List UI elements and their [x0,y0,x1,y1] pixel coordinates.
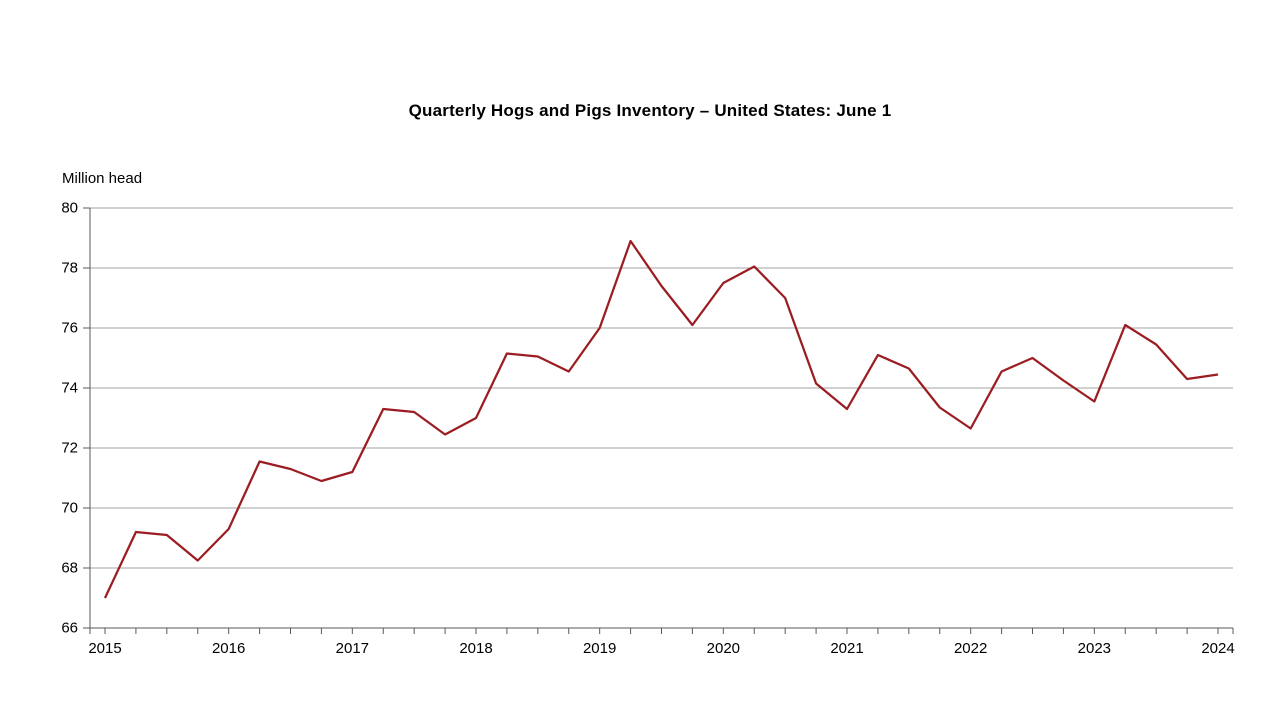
y-tick-label: 66 [61,620,78,637]
y-tick-label: 70 [61,500,78,517]
y-axis-unit-label: Million head [62,170,143,187]
x-tick-label: 2019 [583,640,616,657]
y-tick-label: 78 [61,260,78,277]
x-tick-label: 2020 [707,640,740,657]
x-tick-label: 2017 [336,640,369,657]
y-tick-label: 76 [61,320,78,337]
x-tick-label: 2021 [830,640,863,657]
inventory-line [103,239,1219,599]
y-tick-label: 80 [61,200,78,217]
x-tick-label: 2022 [954,640,987,657]
x-tick-label: 2024 [1201,640,1234,657]
y-tick-label: 74 [61,380,78,397]
y-tick-label: 72 [61,440,78,457]
x-tick-label: 2016 [212,640,245,657]
y-tick-label: 68 [61,560,78,577]
chart-title: Quarterly Hogs and Pigs Inventory – Unit… [408,101,892,120]
x-tick-label: 2018 [459,640,492,657]
x-tick-label: 2015 [88,640,121,657]
x-tick-label: 2023 [1078,640,1111,657]
